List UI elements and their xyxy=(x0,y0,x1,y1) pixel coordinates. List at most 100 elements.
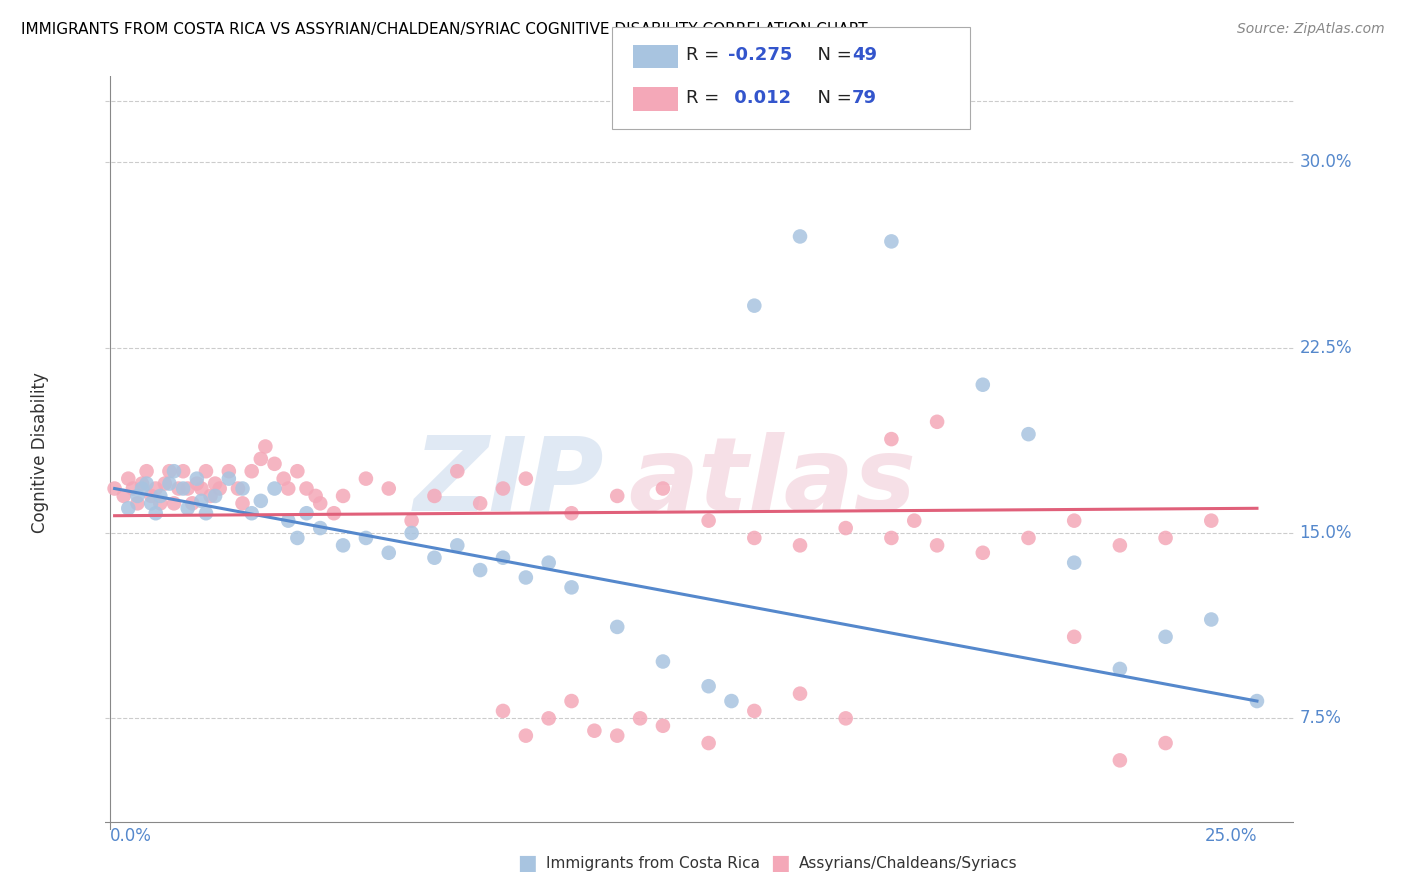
Point xyxy=(720,694,742,708)
Point xyxy=(218,472,240,486)
Point xyxy=(537,556,560,570)
Point xyxy=(583,723,606,738)
Point xyxy=(112,489,135,503)
Text: atlas: atlas xyxy=(628,433,917,533)
Point xyxy=(176,482,200,496)
Point xyxy=(332,489,354,503)
Point xyxy=(190,482,212,496)
Text: ■: ■ xyxy=(517,854,537,873)
Point xyxy=(560,694,583,708)
Text: 0.0%: 0.0% xyxy=(110,827,152,845)
Point xyxy=(194,464,217,478)
Point xyxy=(1154,736,1177,750)
Point xyxy=(423,489,446,503)
Point xyxy=(163,496,186,510)
Point xyxy=(880,235,903,249)
Point xyxy=(492,550,515,565)
Point xyxy=(446,538,468,552)
Point xyxy=(159,476,180,491)
Point xyxy=(250,451,273,466)
Point xyxy=(903,514,925,528)
Text: R =: R = xyxy=(686,89,725,107)
Text: 30.0%: 30.0% xyxy=(1299,153,1353,171)
Point xyxy=(200,489,222,503)
Text: 22.5%: 22.5% xyxy=(1299,339,1353,357)
Point xyxy=(287,464,309,478)
Point xyxy=(250,494,273,508)
Point xyxy=(104,482,127,496)
Point xyxy=(651,655,673,669)
Text: Source: ZipAtlas.com: Source: ZipAtlas.com xyxy=(1237,22,1385,37)
Point xyxy=(1199,514,1222,528)
Point xyxy=(1063,556,1085,570)
Point xyxy=(789,538,811,552)
Point xyxy=(226,482,249,496)
Point xyxy=(240,464,263,478)
Point xyxy=(117,501,139,516)
Point xyxy=(141,496,162,510)
Point xyxy=(377,482,399,496)
Point xyxy=(141,489,162,503)
Point xyxy=(167,482,190,496)
Point xyxy=(204,489,226,503)
Point xyxy=(925,415,948,429)
Point xyxy=(697,679,720,693)
Point xyxy=(254,440,277,454)
Point xyxy=(131,482,153,496)
Text: 79: 79 xyxy=(852,89,877,107)
Point xyxy=(354,472,377,486)
Point xyxy=(925,538,948,552)
Text: R =: R = xyxy=(686,46,725,64)
Point xyxy=(880,531,903,545)
Point xyxy=(145,506,167,520)
Point xyxy=(446,464,468,478)
Text: Assyrians/Chaldeans/Syriacs: Assyrians/Chaldeans/Syriacs xyxy=(799,856,1017,871)
Point xyxy=(606,729,628,743)
Point xyxy=(295,482,318,496)
Point xyxy=(789,229,811,244)
Point xyxy=(1154,630,1177,644)
Text: IMMIGRANTS FROM COSTA RICA VS ASSYRIAN/CHALDEAN/SYRIAC COGNITIVE DISABILITY CORR: IMMIGRANTS FROM COSTA RICA VS ASSYRIAN/C… xyxy=(21,22,868,37)
Point xyxy=(277,514,299,528)
Point xyxy=(181,496,204,510)
Text: Immigrants from Costa Rica: Immigrants from Costa Rica xyxy=(546,856,759,871)
Point xyxy=(1017,427,1039,442)
Point xyxy=(651,719,673,733)
Point xyxy=(149,489,172,503)
Point xyxy=(492,704,515,718)
Point xyxy=(515,729,537,743)
Text: ZIP: ZIP xyxy=(413,433,605,533)
Point xyxy=(1017,531,1039,545)
Text: 7.5%: 7.5% xyxy=(1299,709,1341,727)
Point xyxy=(560,580,583,594)
Point xyxy=(468,563,492,577)
Point xyxy=(742,704,765,718)
Point xyxy=(789,687,811,701)
Point xyxy=(218,464,240,478)
Point xyxy=(1199,613,1222,627)
Text: 15.0%: 15.0% xyxy=(1299,524,1353,542)
Text: -0.275: -0.275 xyxy=(728,46,793,64)
Point xyxy=(1154,531,1177,545)
Point xyxy=(354,531,377,545)
Text: 0.012: 0.012 xyxy=(728,89,792,107)
Point xyxy=(972,546,994,560)
Point xyxy=(332,538,354,552)
Point xyxy=(176,501,200,516)
Text: 25.0%: 25.0% xyxy=(1205,827,1257,845)
Point xyxy=(208,482,231,496)
Point xyxy=(121,482,145,496)
Point xyxy=(194,506,217,520)
Point xyxy=(159,464,180,478)
Point xyxy=(149,496,172,510)
Point xyxy=(1063,630,1085,644)
Point xyxy=(145,482,167,496)
Point xyxy=(322,506,346,520)
Point xyxy=(423,550,446,565)
Point xyxy=(606,489,628,503)
Point xyxy=(697,736,720,750)
Point xyxy=(651,482,673,496)
Point xyxy=(240,506,263,520)
Point xyxy=(377,546,399,560)
Point xyxy=(1108,753,1130,767)
